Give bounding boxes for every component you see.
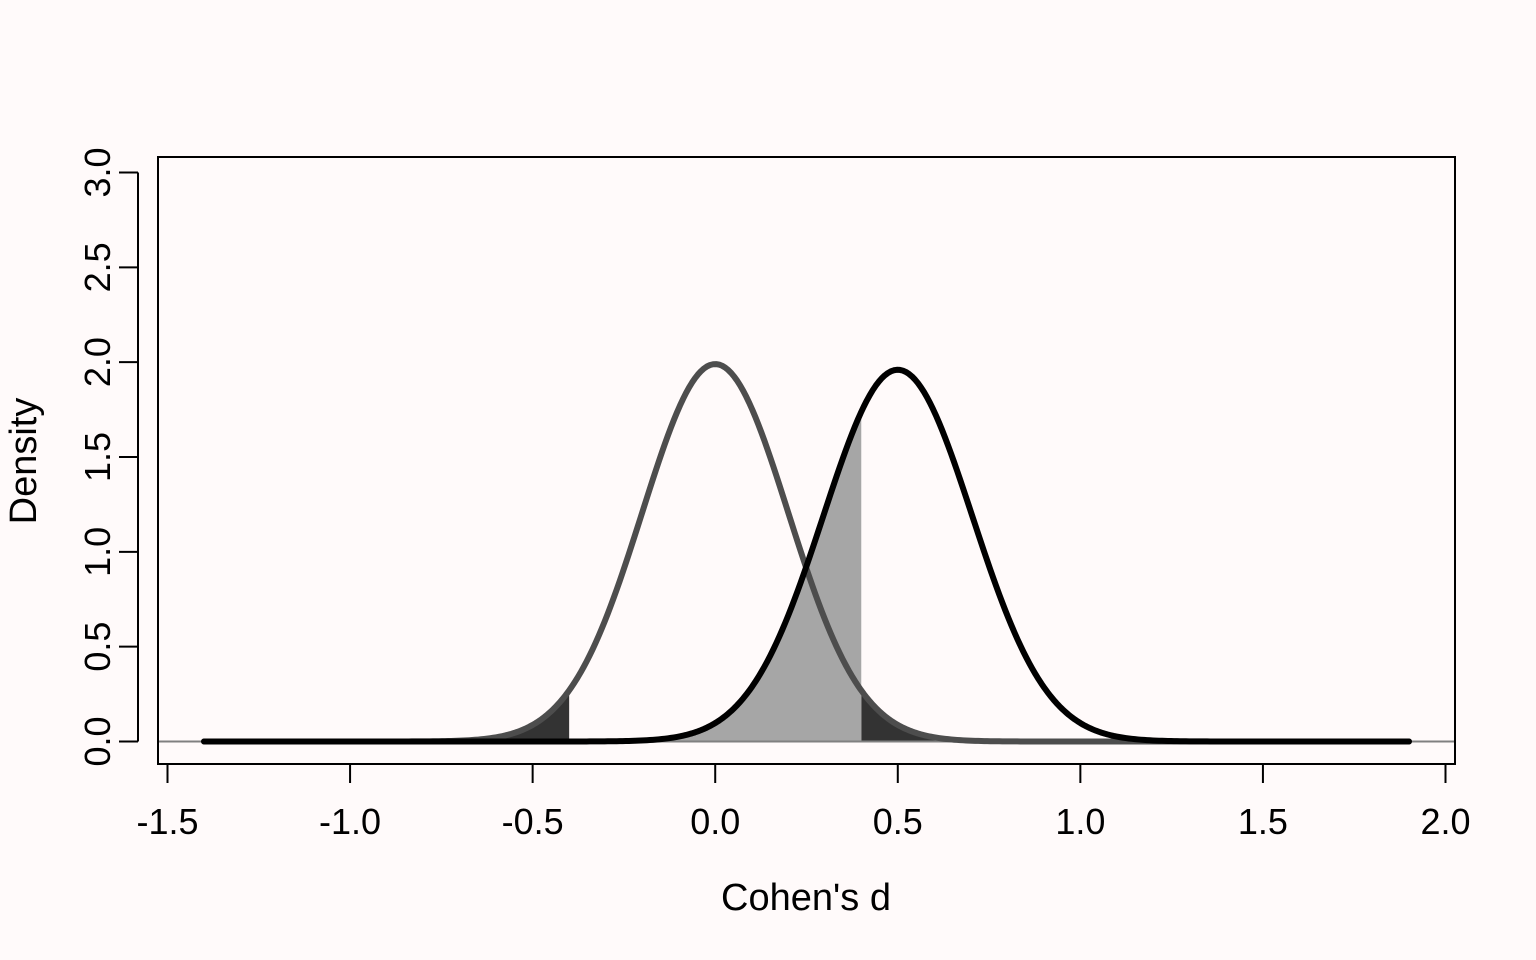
- y-tick-label: 1.0: [77, 527, 118, 577]
- x-tick-label: -1.5: [136, 801, 198, 842]
- shaded-region-3: [204, 411, 862, 742]
- y-tick-label: 2.0: [77, 337, 118, 387]
- y-tick-label: 1.5: [77, 432, 118, 482]
- x-tick-label: 0.0: [690, 801, 740, 842]
- alternative-distribution-curve: [201, 366, 1412, 745]
- y-tick-label: 3.0: [77, 147, 118, 197]
- x-tick-label: 1.5: [1238, 801, 1288, 842]
- x-tick-label: 2.0: [1420, 801, 1470, 842]
- y-tick-label: 0.5: [77, 622, 118, 672]
- y-tick-label: 2.5: [77, 242, 118, 292]
- y-tick-label: 0.0: [77, 716, 118, 766]
- x-tick-label: 0.5: [873, 801, 923, 842]
- x-tick-label: 1.0: [1055, 801, 1105, 842]
- shaded-regions: [204, 411, 1409, 742]
- axes: -1.5 -1.0 -0.5 0.0 0.5 1.0 1.5 2.0 0.0 0.5 1.0 1.5 2…: [77, 147, 1471, 842]
- y-axis-title: Density: [3, 398, 45, 525]
- x-axis-title: Cohen's d: [721, 877, 891, 919]
- density-curves: [158, 361, 1455, 745]
- shaded-region-2: [861, 690, 1409, 742]
- x-tick-label: -0.5: [502, 801, 564, 842]
- x-tick-label: -1.0: [319, 801, 381, 842]
- shaded-region-1: [204, 690, 570, 742]
